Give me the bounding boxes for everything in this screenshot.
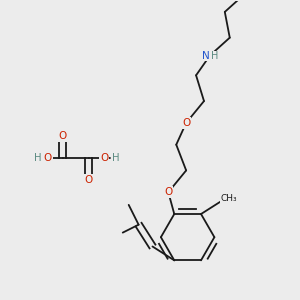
Text: O: O [164, 187, 172, 197]
Text: H: H [34, 153, 42, 163]
Text: H: H [112, 153, 119, 163]
Text: O: O [100, 153, 109, 163]
Text: O: O [84, 175, 93, 185]
Text: O: O [44, 153, 52, 163]
Text: N: N [202, 50, 210, 61]
Text: CH₃: CH₃ [220, 194, 237, 203]
Text: H: H [211, 52, 219, 61]
Text: O: O [182, 118, 190, 128]
Text: O: O [59, 131, 67, 141]
